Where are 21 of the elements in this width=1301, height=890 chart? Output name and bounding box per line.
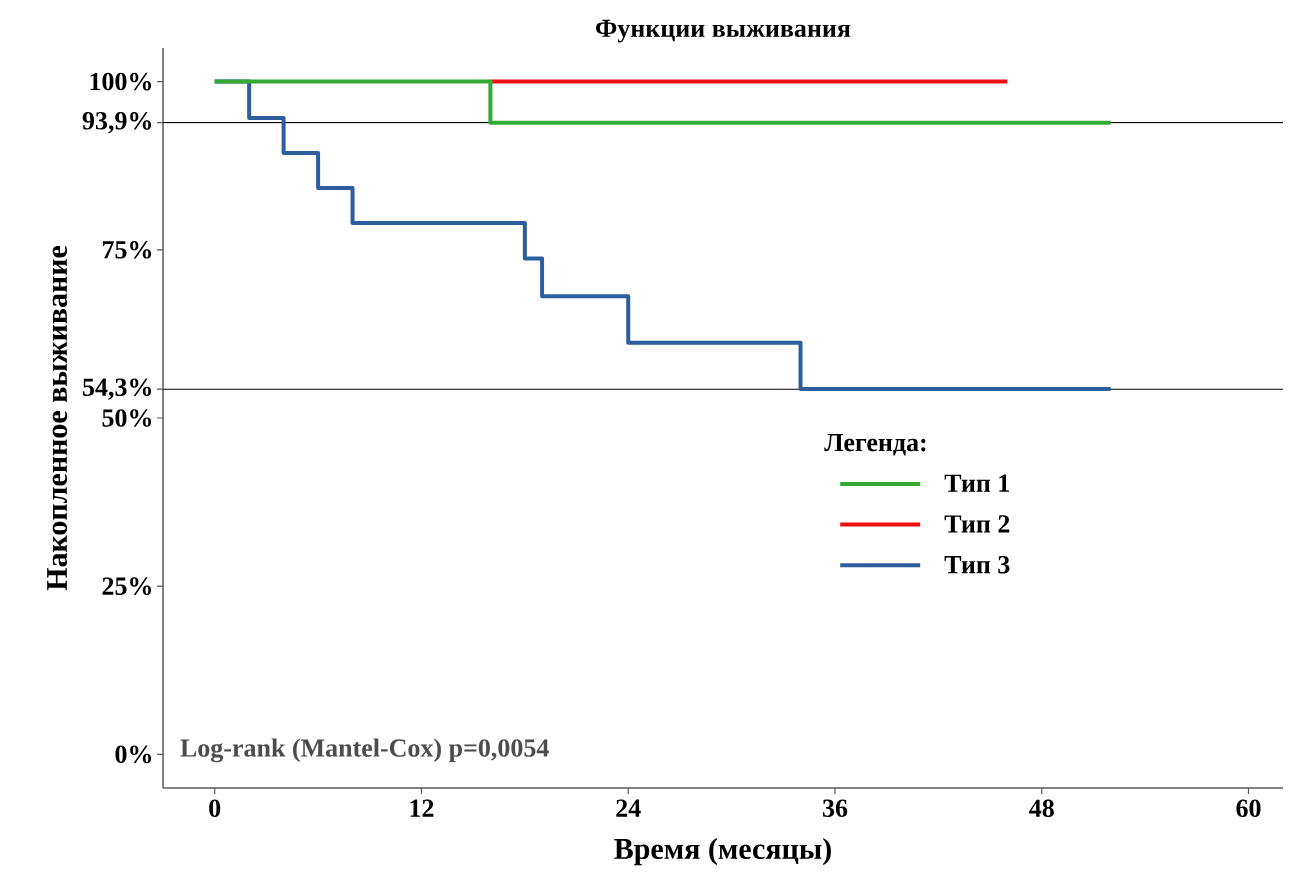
x-tick-label: 24 [616, 799, 641, 817]
x-tick-label: 36 [822, 799, 848, 817]
y-tick-label: 75% [102, 240, 152, 259]
legend-title: Легенда: [824, 434, 926, 456]
legend-label: Тип 2 [944, 515, 1010, 533]
y-tick-label: 0% [115, 745, 152, 764]
y-axis-title: Накопленное выживание [47, 245, 68, 591]
y-tick-label: 25% [102, 577, 152, 595]
x-tick-label: 48 [1029, 799, 1054, 818]
y-tick-label: 100% [90, 72, 152, 91]
chart-title: Функции выживания [596, 19, 851, 43]
legend-label: Тип 3 [944, 555, 1010, 574]
x-tick-label: 12 [410, 799, 434, 817]
y-tick-label: 54,3% [83, 378, 152, 400]
x-tick-label: 60 [1236, 799, 1261, 818]
y-tick-label: 93,9% [82, 111, 152, 134]
annotation: Log-rank (Mantel-Cox) p=0,0054 [180, 738, 549, 763]
x-axis-title: Время (месяцы) [614, 837, 831, 866]
x-tick-label: 0 [209, 799, 221, 818]
y-tick-label: 50% [102, 409, 152, 427]
legend-label: Тип 1 [944, 474, 1009, 492]
